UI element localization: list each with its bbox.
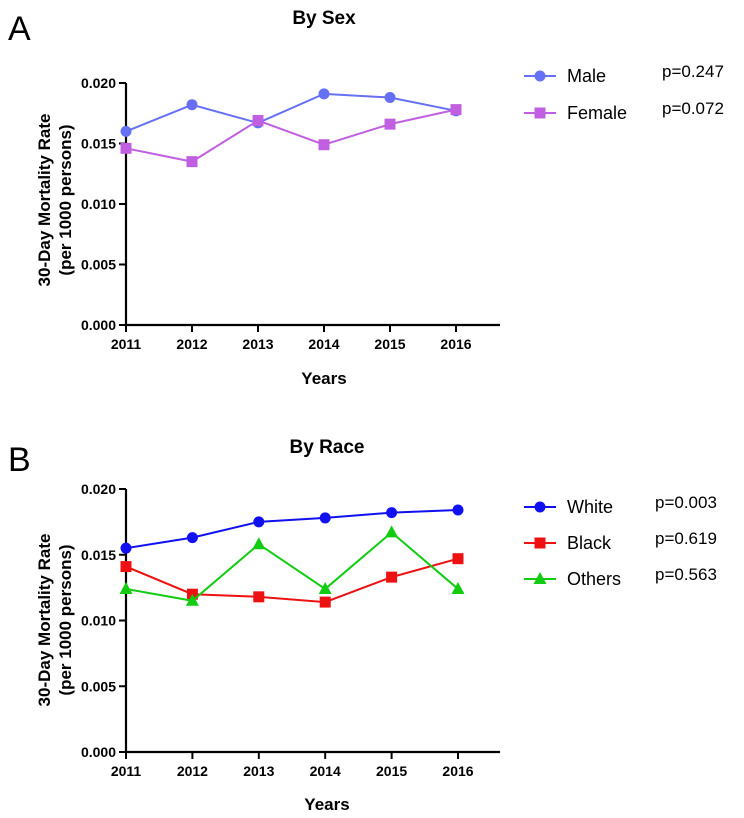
- y-axis-title-a-line1: 30-Day Mortality Rate: [35, 114, 54, 287]
- y-tick-label-a-0: 0.000: [81, 317, 116, 333]
- y-tick-label-b-0: 0.000: [81, 744, 116, 760]
- data-point-white-2014: [319, 512, 331, 524]
- x-tick-label-a-3: 2014: [308, 336, 339, 352]
- x-tick-label-a-2: 2013: [242, 336, 273, 352]
- data-point-female-2012: [186, 156, 198, 168]
- data-point-female-2013: [252, 115, 264, 127]
- x-tick-label-b-2: 2013: [243, 763, 274, 779]
- y-axis-title-b-line2: (per 1000 persons): [56, 544, 75, 695]
- data-point-male-2015: [384, 92, 396, 104]
- series-line-black: [125, 557, 459, 604]
- data-point-white-2016: [452, 504, 464, 516]
- y-axis-title-a-line2: (per 1000 persons): [56, 124, 75, 275]
- data-point-white-2012: [186, 532, 198, 544]
- data-point-black-2015: [386, 571, 398, 583]
- legend-label-female: Female: [567, 103, 627, 123]
- y-tick-label-a-3: 0.015: [81, 136, 116, 152]
- data-point-female-2016: [450, 104, 462, 116]
- y-tick-label-b-3: 0.015: [81, 547, 116, 563]
- data-point-black-2013: [253, 591, 265, 603]
- legend-pvalue-others: p=0.563: [655, 565, 717, 584]
- y-tick-label-a-1: 0.005: [81, 257, 116, 273]
- x-tick-label-b-3: 2014: [310, 763, 341, 779]
- data-point-black-2014: [319, 596, 331, 608]
- data-point-others-2016: [451, 581, 465, 594]
- legend-pvalue-female: p=0.072: [662, 99, 724, 118]
- x-tick-label-a-1: 2012: [176, 336, 207, 352]
- legend-marker-male: [534, 70, 546, 82]
- data-point-white-2015: [386, 507, 398, 519]
- legend-label-black: Black: [567, 533, 612, 553]
- x-tick-label-b-1: 2012: [177, 763, 208, 779]
- data-point-white-2011: [120, 542, 132, 554]
- data-point-female-2014: [318, 139, 330, 151]
- legend-label-white: White: [567, 497, 613, 517]
- plot-area-a: 0.000 0.005 0.010 0.015 0.020 2011 2012 2013 201…: [81, 62, 724, 352]
- chart-title-b: By Race: [290, 437, 365, 458]
- panel-letter-a: A: [8, 10, 31, 48]
- data-point-black-2016: [452, 553, 464, 565]
- data-point-male-2012: [186, 99, 198, 111]
- y-axis-title-a: 30-Day Mortality Rate (per 1000 persons): [35, 114, 75, 287]
- x-tick-label-a-4: 2015: [374, 336, 405, 352]
- data-point-female-2011: [120, 142, 132, 154]
- x-tick-label-a-0: 2011: [111, 336, 142, 352]
- legend-marker-female: [534, 107, 546, 119]
- legend-pvalue-male: p=0.247: [662, 62, 724, 81]
- legend-marker-others: [533, 572, 547, 584]
- data-point-white-2013: [253, 516, 265, 528]
- y-axis-title-b-line1: 30-Day Mortality Rate: [35, 534, 54, 707]
- x-tick-label-a-5: 2016: [440, 336, 471, 352]
- y-tick-label-a-4: 0.020: [81, 75, 116, 91]
- data-point-others-2013: [252, 537, 266, 550]
- panel-letter-b: B: [8, 441, 31, 479]
- y-tick-label-a-2: 0.010: [81, 196, 116, 212]
- plot-area-b: 0.000 0.005 0.010 0.015 0.020 2011 2012 2013 201…: [81, 481, 717, 779]
- legend-pvalue-black: p=0.619: [655, 529, 717, 548]
- series-line-female: [125, 108, 457, 163]
- legend-label-others: Others: [567, 569, 621, 589]
- y-tick-label-b-4: 0.020: [81, 481, 116, 497]
- data-point-others-2014: [318, 581, 332, 594]
- chart-title-a: By Sex: [292, 8, 356, 29]
- data-point-others-2015: [385, 525, 399, 538]
- legend-marker-white: [534, 501, 546, 513]
- x-axis-title-b: Years: [304, 795, 349, 814]
- data-point-others-2012: [185, 593, 199, 606]
- panel-a: A By Sex 30-Day Mortality Rate (per 1000…: [8, 8, 724, 388]
- x-tick-label-b-0: 2011: [111, 763, 142, 779]
- y-tick-label-b-2: 0.010: [81, 613, 116, 629]
- data-point-others-2011: [119, 581, 133, 594]
- data-point-black-2011: [120, 561, 132, 573]
- data-point-male-2014: [318, 88, 330, 100]
- series-line-white: [125, 509, 459, 550]
- legend-pvalue-white: p=0.003: [655, 493, 717, 512]
- data-point-male-2011: [120, 125, 132, 137]
- legend-marker-black: [534, 537, 546, 549]
- y-axis-title-b: 30-Day Mortality Rate (per 1000 persons): [35, 534, 75, 707]
- series-line-male: [125, 92, 457, 133]
- x-tick-label-b-5: 2016: [442, 763, 473, 779]
- y-tick-label-b-1: 0.005: [81, 678, 116, 694]
- x-axis-title-a: Years: [301, 369, 346, 388]
- legend-label-male: Male: [567, 66, 606, 86]
- x-tick-label-b-4: 2015: [376, 763, 407, 779]
- series-line-others: [125, 531, 459, 602]
- data-point-female-2015: [384, 118, 396, 130]
- panel-b: B By Race 30-Day Mortality Rate (per 100…: [8, 437, 717, 814]
